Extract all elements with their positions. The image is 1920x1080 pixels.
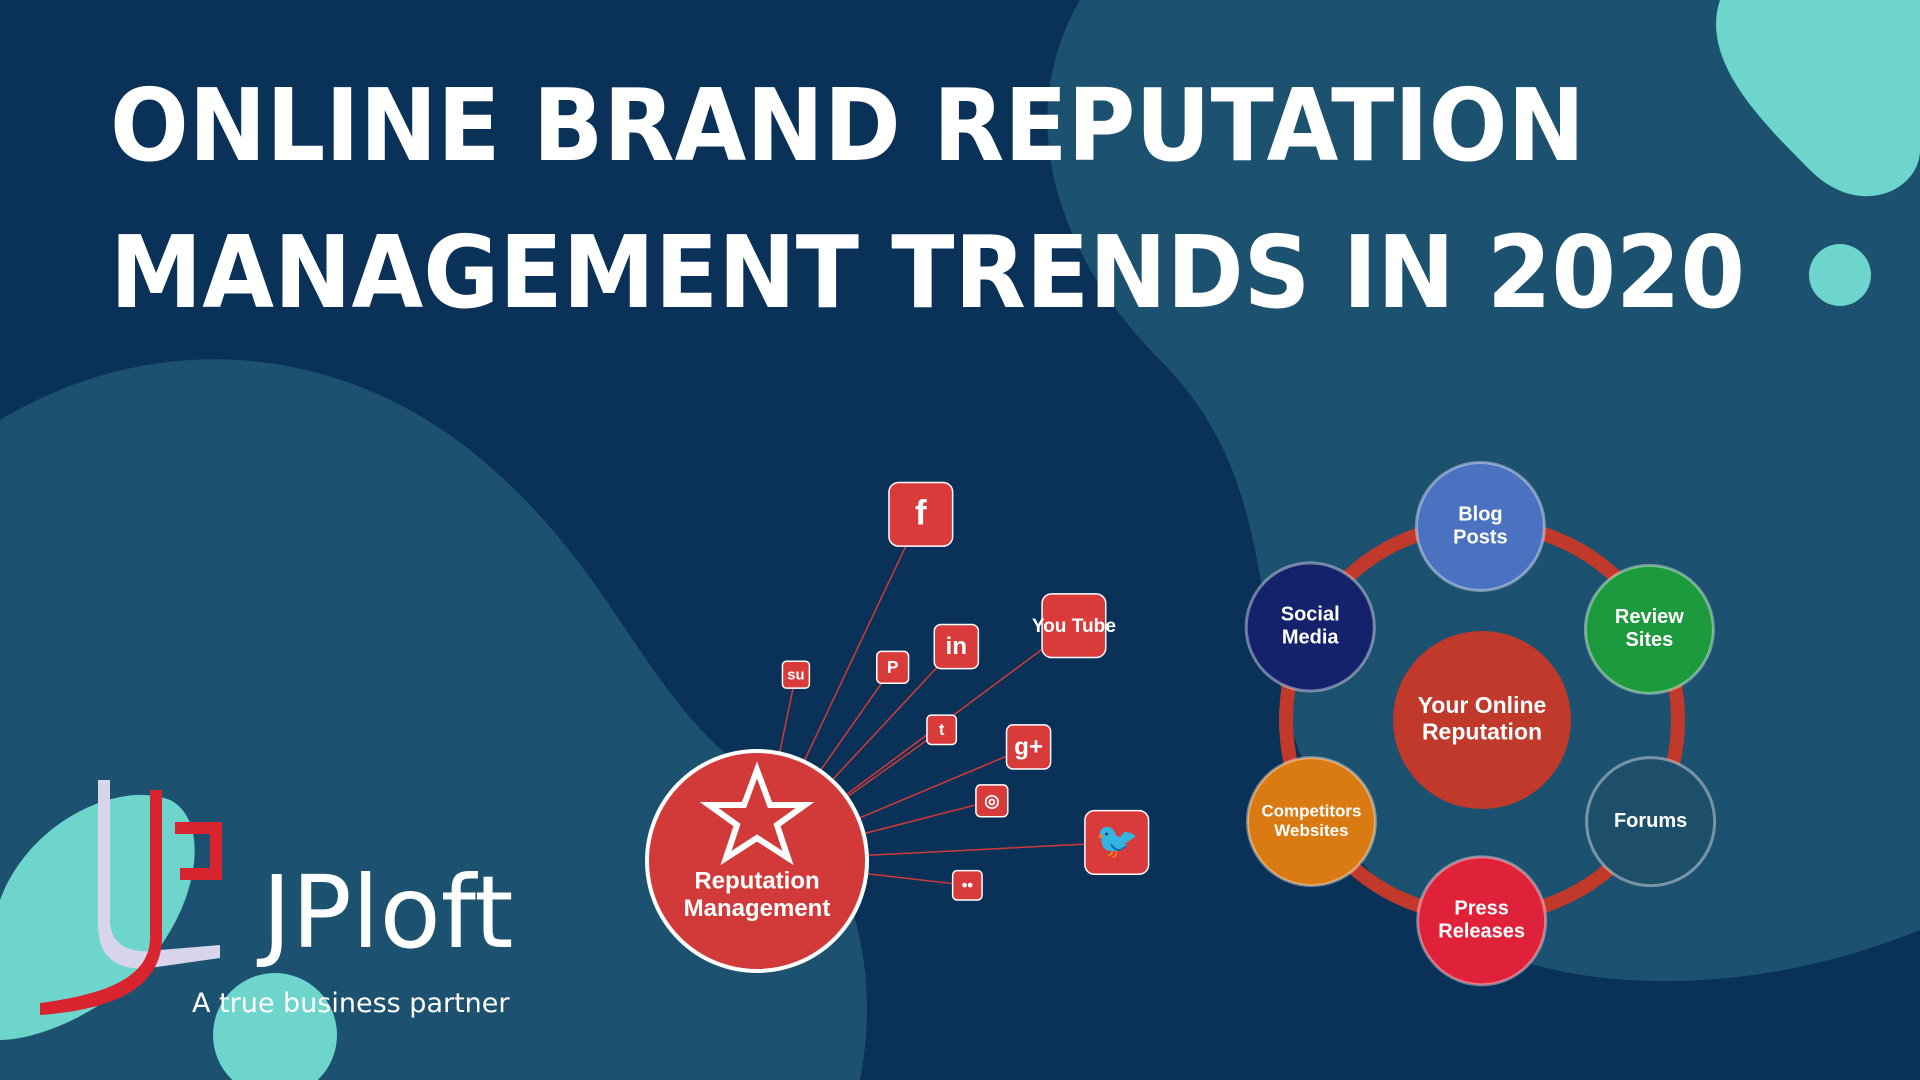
label-line: Reputation [694, 868, 819, 895]
label-line: Media [1282, 627, 1340, 649]
center-node [1393, 631, 1571, 809]
icon-glyph: f [915, 494, 927, 533]
social-icon [875, 650, 910, 685]
icon-glyph: g+ [1014, 733, 1043, 760]
label-line: Competitors [1261, 801, 1361, 820]
blob-logo [0, 794, 195, 1040]
icon-glyph: t [939, 721, 945, 739]
label-line: Review [1615, 606, 1684, 628]
label-line: Management [684, 895, 831, 922]
label-line: Press [1454, 898, 1509, 920]
logo-name: JPloft [256, 854, 513, 971]
social-icon [933, 623, 980, 670]
icon-glyph: ◎ [984, 790, 1000, 810]
icon-glyph: in [946, 633, 968, 660]
star-icon [699, 761, 815, 866]
label-line: Blog [1458, 503, 1502, 525]
label-line: Releases [1438, 921, 1525, 943]
social-icon [975, 784, 1009, 818]
node [1244, 561, 1376, 693]
logo-mark [175, 822, 222, 880]
blob-left [0, 359, 867, 1080]
label-line: Posts [1453, 526, 1507, 548]
icon-glyph: P [887, 657, 899, 677]
social-icon [1005, 724, 1052, 770]
icon-glyph: 🐦 [1095, 822, 1139, 861]
social-icon [951, 869, 983, 901]
social-icon [888, 481, 954, 547]
node [1585, 756, 1717, 888]
title-line: ONLINE BRAND REPUTATION [110, 67, 1585, 184]
label-line: Sites [1625, 629, 1673, 651]
title-line: MANAGEMENT TRENDS IN 2020 [110, 214, 1745, 331]
node [1414, 461, 1546, 593]
icon-glyph: su [787, 668, 804, 684]
label-line: Social [1281, 604, 1340, 626]
social-icon [1084, 809, 1150, 876]
social-icon [781, 660, 811, 689]
blob-small [213, 973, 337, 1080]
social-icon [1041, 593, 1107, 659]
label-line: Websites [1274, 821, 1348, 840]
node [1583, 563, 1715, 695]
label-line: Reputation [1422, 718, 1542, 744]
logo: JPloft A true business partner [40, 780, 513, 1019]
label-line: Your Online [1418, 692, 1547, 718]
hub [645, 749, 869, 973]
logo-mark [98, 780, 220, 969]
social-icon [926, 714, 958, 746]
node [1245, 756, 1377, 888]
logo-tagline: A true business partner [192, 988, 510, 1019]
label-line: Forums [1614, 810, 1687, 832]
dot [1809, 244, 1871, 306]
icon-glyph: You Tube [1032, 616, 1116, 637]
icon-glyph: •• [962, 877, 974, 895]
node [1416, 855, 1548, 987]
blob-corner [1716, 0, 1920, 197]
